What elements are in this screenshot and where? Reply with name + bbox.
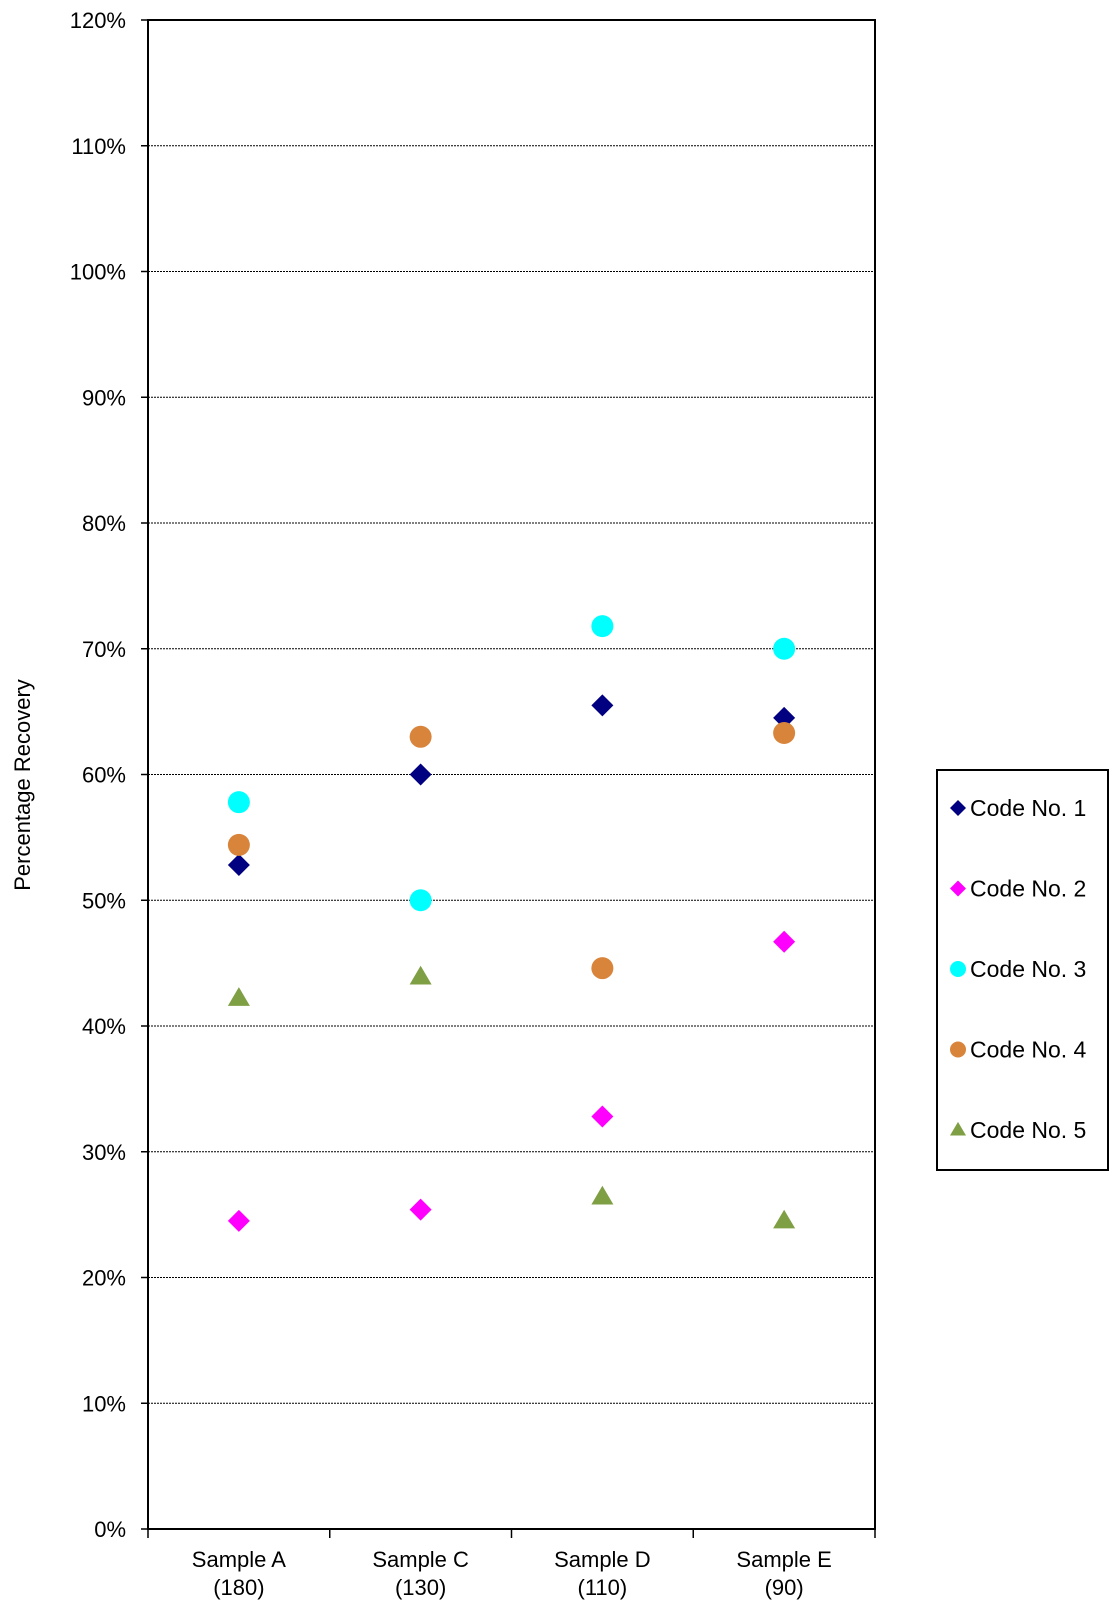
- data-point-series-3: [227, 791, 250, 814]
- y-tick-label: 60%: [82, 763, 126, 788]
- x-tick-label: Sample E: [736, 1547, 831, 1572]
- y-axis-title: Percentage Recovery: [10, 679, 35, 891]
- legend-label: Code No. 1: [970, 795, 1086, 821]
- y-tick-label: 70%: [82, 637, 126, 662]
- legend-marker-5: [950, 1121, 966, 1136]
- data-point-series-2: [773, 930, 796, 953]
- data-point-series-3: [773, 637, 796, 660]
- x-axis-ticks: Sample A (180) Sample C (130) Sample D (110) S…: [147, 1529, 876, 1600]
- data-point-series-5: [773, 1209, 796, 1229]
- x-tick-label: Sample D: [554, 1547, 651, 1572]
- data-point-series-3: [591, 615, 614, 638]
- data-points: [227, 615, 796, 1232]
- y-tick-label: 120%: [70, 8, 126, 33]
- y-tick-label: 30%: [82, 1140, 126, 1165]
- y-tick-label: 0%: [94, 1517, 126, 1542]
- data-point-series-2: [409, 1198, 432, 1221]
- data-point-series-5: [227, 987, 250, 1006]
- y-tick-label: 10%: [82, 1391, 126, 1416]
- y-tick-label: 20%: [82, 1266, 126, 1291]
- gridlines: [148, 145, 875, 1404]
- legend-label: Code No. 2: [970, 876, 1086, 902]
- data-point-series-2: [591, 1105, 614, 1128]
- y-tick-label: 40%: [82, 1014, 126, 1039]
- legend-marker-3: [950, 961, 966, 977]
- x-tick-sublabel: (90): [765, 1575, 804, 1600]
- data-point-series-4: [591, 957, 614, 980]
- data-point-series-1: [773, 706, 796, 729]
- legend-marker-4: [950, 1041, 966, 1058]
- data-point-series-1: [409, 763, 432, 786]
- x-tick-label: Sample A: [192, 1547, 286, 1572]
- y-tick-label: 80%: [82, 511, 126, 536]
- y-axis-ticks: 0% 10% 20% 30% 40% 50% 60% 70% 80% 90% 100% 110% 120…: [70, 8, 148, 1542]
- x-tick-sublabel: (110): [578, 1575, 628, 1600]
- data-point-series-1: [591, 694, 614, 717]
- data-point-series-2: [227, 1209, 250, 1232]
- data-point-series-1: [227, 854, 250, 877]
- legend-label: Code No. 4: [970, 1037, 1087, 1063]
- data-point-series-4: [773, 722, 796, 745]
- data-point-series-5: [409, 965, 432, 985]
- x-tick-sublabel: (180): [213, 1575, 264, 1600]
- legend-marker-1: [950, 800, 966, 816]
- data-point-series-4: [409, 725, 432, 748]
- y-tick-label: 110%: [71, 134, 126, 159]
- data-point-series-3: [409, 889, 432, 912]
- legend-label: Code No. 3: [970, 956, 1086, 982]
- legend: Code No. 1 Code No. 2 Code No. 3 Code No. 4…: [936, 769, 1109, 1171]
- y-tick-label: 90%: [82, 385, 126, 410]
- y-tick-label: 100%: [70, 260, 126, 285]
- legend-marker-2: [950, 880, 966, 897]
- x-tick-sublabel: (130): [395, 1575, 446, 1600]
- x-tick-label: Sample C: [372, 1547, 469, 1572]
- data-point-series-4: [227, 833, 250, 856]
- y-tick-label: 50%: [82, 888, 126, 913]
- legend-label: Code No. 5: [970, 1117, 1086, 1143]
- data-point-series-5: [591, 1185, 614, 1205]
